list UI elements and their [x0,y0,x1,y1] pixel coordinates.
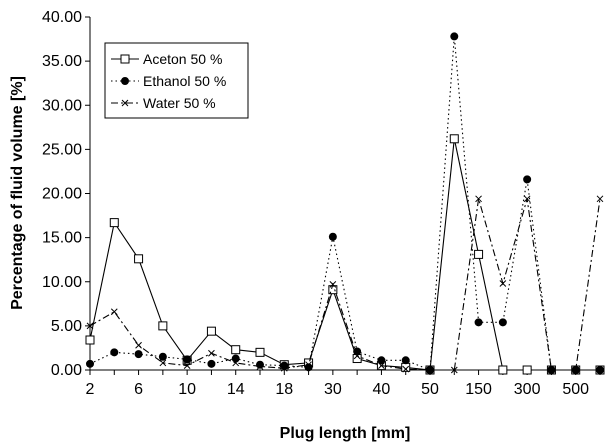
square-marker [498,365,508,375]
circle-marker [353,347,362,356]
x-tick-label: 40 [373,381,391,398]
x-marker [499,280,507,287]
x-tick-labels: 2 6 10 14 18 30 40 50 150 300 500 [86,381,590,398]
x-marker [475,195,482,203]
circle-marker [134,350,143,359]
x-tick-label: 150 [465,381,492,398]
x-marker [159,359,167,367]
series-line [89,36,600,371]
square-marker [85,335,95,345]
square-marker [206,326,216,336]
square-marker [449,134,459,144]
square-marker [522,365,532,375]
legend-label: Aceton 50 % [143,51,222,67]
series-line [89,138,600,371]
x-marker [183,362,191,369]
y-tick-label: 15.00 [42,230,82,247]
x-marker [86,322,94,330]
square-marker [474,249,484,259]
x-marker [596,195,604,203]
x-marker [523,195,531,203]
x-axis-title: Plug length [mm] [280,425,411,442]
x-tick-label: 300 [514,381,541,398]
square-marker [109,218,119,228]
circle-marker [523,175,532,184]
x-tick-label: 6 [134,381,143,398]
x-tick-label: 10 [178,381,196,398]
square-marker [231,345,241,355]
legend-item: Aceton 50 % [111,51,222,67]
x-marker [121,99,129,107]
y-tick-label: 10.00 [42,274,82,291]
legend-item: Ethanol 50 % [111,73,226,89]
square-marker [401,362,411,372]
x-marker [305,361,312,369]
x-tick-label: 14 [227,381,245,398]
series-water-50 [86,195,604,374]
x-marker [426,366,434,374]
x-marker [402,365,410,373]
square-marker [120,54,130,64]
legend-item: Water 50 % [111,95,216,111]
x-marker [378,362,385,369]
circle-marker [207,359,216,368]
circle-marker [498,318,507,327]
legend: Aceton 50 % Ethanol 50 % Water 50 % [104,42,249,119]
y-tick-label: 20.00 [42,186,82,203]
x-marker [572,366,580,374]
square-marker [134,254,144,264]
circle-marker [450,32,459,41]
x-marker [450,366,458,374]
y-tick-label: 0.00 [51,362,82,379]
y-tick-labels: 0.00 5.00 10.00 15.00 20.00 25.00 30.00 35.00 40… [42,9,82,379]
circle-marker [328,232,337,241]
y-tick-label: 35.00 [42,53,82,70]
y-tick-label: 25.00 [42,141,82,158]
y-tick-label: 30.00 [42,97,82,114]
circle-marker [596,366,604,374]
x-marker [329,281,337,288]
circle-marker [474,318,483,327]
x-tick-label: 2 [86,381,95,398]
circle-marker [121,77,129,85]
x-marker [548,366,555,374]
x-tick-label: 50 [421,381,439,398]
series-layer [85,32,605,375]
x-marker [232,359,240,367]
circle-marker [231,354,240,363]
x-marker [256,363,264,370]
y-axis-title: Percentage of fluid volume [%] [9,76,26,310]
x-tick-label: 18 [275,381,293,398]
square-marker [255,347,265,357]
y-tick-label: 5.00 [51,318,82,335]
x-tick-label: 500 [562,381,589,398]
x-marker [135,341,142,349]
circle-marker [304,363,313,372]
legend-label: Ethanol 50 % [143,73,226,89]
x-marker [208,349,215,357]
y-tick-label: 40.00 [42,9,82,26]
circle-marker [86,359,94,368]
circle-marker [401,356,410,365]
circle-marker [110,348,119,357]
series-line [89,198,601,371]
legend-label: Water 50 % [143,95,216,111]
x-marker [280,364,288,372]
circle-marker [256,360,264,369]
square-marker [158,321,168,331]
x-marker [353,352,361,360]
x-marker [110,308,118,316]
x-tick-label: 30 [324,381,342,398]
circle-marker [183,355,192,364]
circle-marker [377,356,386,365]
circle-marker [158,352,167,361]
series-aceton-50 [85,134,605,375]
